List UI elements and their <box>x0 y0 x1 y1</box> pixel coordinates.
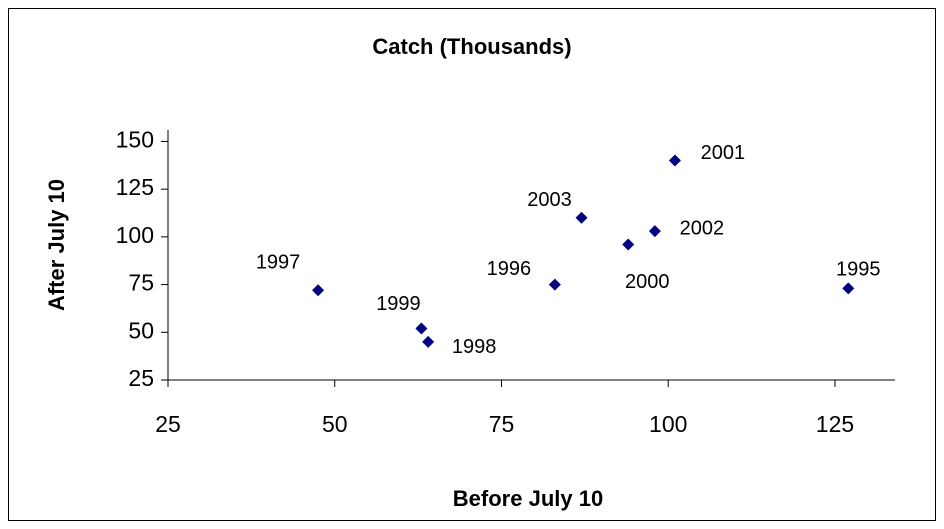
chart-title: Catch (Thousands) <box>372 34 571 59</box>
point-label: 1999 <box>376 293 421 315</box>
y-tick-label: 25 <box>128 365 154 391</box>
x-tick-label: 125 <box>816 411 854 437</box>
y-tick-label: 100 <box>116 222 154 248</box>
point-label: 1998 <box>452 336 497 358</box>
point-label: 2000 <box>625 271 670 293</box>
data-point <box>548 278 561 291</box>
point-label: 1997 <box>256 252 301 274</box>
point-label: 1996 <box>487 258 532 280</box>
y-tick-label: 125 <box>116 174 154 200</box>
x-axis-title: Before July 10 <box>453 486 603 511</box>
data-point <box>415 322 428 335</box>
point-label: 2001 <box>701 142 746 164</box>
point-label: 2002 <box>680 217 725 239</box>
y-tick-label: 75 <box>128 270 154 296</box>
point-label: 2003 <box>527 189 572 211</box>
y-tick-label: 50 <box>128 317 154 343</box>
data-point <box>622 238 635 251</box>
point-label: 1995 <box>836 259 881 281</box>
x-tick-label: 100 <box>649 411 687 437</box>
data-point <box>668 154 681 167</box>
data-point <box>575 211 588 224</box>
y-tick-label: 150 <box>116 127 154 153</box>
y-axis-title: After July 10 <box>44 179 69 311</box>
chart-frame <box>8 8 936 521</box>
data-point <box>422 335 435 348</box>
data-point <box>842 282 855 295</box>
x-tick-label: 75 <box>489 411 515 437</box>
x-tick-label: 25 <box>155 411 181 437</box>
data-point <box>312 284 325 297</box>
x-tick-label: 50 <box>322 411 348 437</box>
data-point <box>648 225 661 238</box>
